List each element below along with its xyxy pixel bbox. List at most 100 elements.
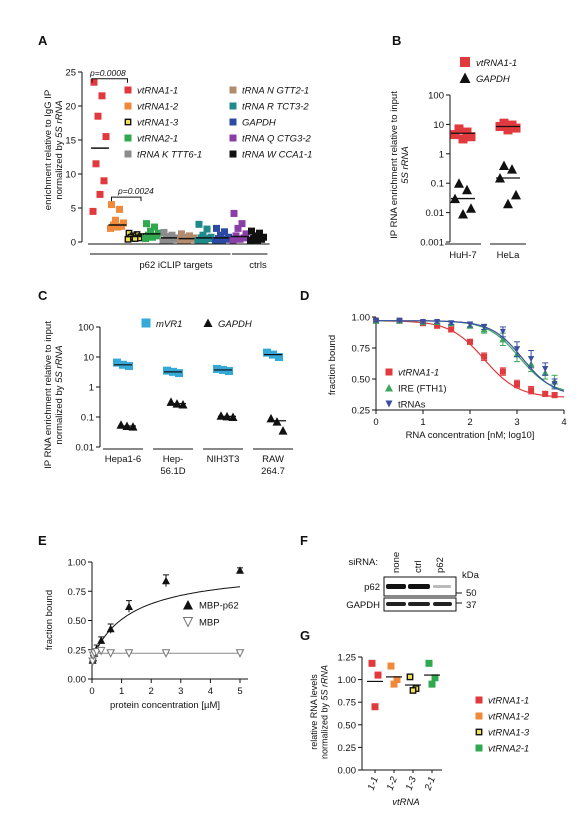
legend-marker: [124, 86, 132, 94]
data-point-vtRNA1-2: [112, 216, 119, 224]
y-axis-label: relative RNA levelsnormalized by 5S rRNA: [309, 665, 329, 759]
data-point-MBP-p62: [162, 576, 170, 585]
x-tick-label: Hepa1-6: [105, 454, 141, 465]
legend-marker: [203, 318, 213, 327]
y-label-prefix: normalized by: [54, 138, 65, 200]
y-tick-label: 0.1: [431, 179, 444, 190]
data-point-GAPDH: [272, 417, 282, 426]
kda-marker: 50: [466, 588, 477, 599]
data-point-vtRNA1-1: [371, 703, 379, 711]
legend-marker: [475, 712, 483, 720]
data-point-tRNA Q CTG3-2: [229, 237, 237, 245]
data-point-tRNAs: [551, 380, 558, 387]
x-axis-label: protein concentration [µM]: [110, 700, 220, 711]
data-point-tRNAs: [434, 318, 441, 325]
y-tick-label: 20: [65, 102, 76, 113]
x-tick-label: 0: [373, 417, 378, 428]
data-point-MBP: [235, 649, 245, 658]
data-point-vtRNA1-1: [528, 387, 535, 394]
x-axis-label: vtRNA: [392, 797, 419, 808]
x-tick-label: 5: [237, 686, 242, 697]
legend-label: vtRNA1-1: [476, 58, 517, 69]
lane-label: ctrl: [413, 560, 424, 573]
data-point-mVR1: [163, 366, 171, 375]
data-point-tRNA W CCA1-1: [258, 235, 265, 243]
y-label-prefix: normalized by: [319, 700, 329, 759]
data-point-tRNA W CCA1-1: [247, 237, 254, 245]
fit-curve-IRE (FTH1): [376, 320, 565, 391]
data-point-MBP: [161, 649, 171, 658]
legend-marker: [141, 318, 151, 328]
data-point-tRNA Q CTG3-2: [236, 235, 244, 243]
x-tick-label: 1-1: [366, 775, 381, 792]
data-point-tRNAs: [514, 346, 520, 353]
y-tick-label: 100: [428, 91, 444, 102]
x-axis-label: RNA concentration [nM; log10]: [406, 430, 535, 441]
data-point-vtRNA1-2: [116, 205, 123, 213]
data-point-vtRNA1-2: [114, 223, 121, 231]
y-axis-label: IP RNA enrichment relative to input5S rR…: [389, 91, 411, 239]
y-tick-label: 0.01: [426, 208, 445, 219]
y-tick-label: 10: [433, 120, 444, 131]
legend-label: vtRNA1-2: [137, 102, 179, 113]
data-point-vtRNA1-1: [90, 78, 98, 86]
y-tick-label: 10: [65, 170, 76, 181]
x-tick-label: 1-3: [404, 775, 419, 792]
legend-label: GAPDH: [242, 118, 276, 129]
y-tick-label: 10: [83, 353, 94, 364]
data-point-vtRNA1-1: [511, 123, 521, 133]
x-tick-label: 0: [89, 686, 94, 697]
y-tick-label: 5: [71, 204, 76, 215]
data-point-tRNAs: [499, 328, 506, 335]
legend-label: GAPDH: [218, 319, 252, 330]
legend-marker: [385, 400, 393, 408]
y-tick-label: 1: [439, 149, 444, 160]
y-label-italic: 5S rRNA: [319, 665, 329, 701]
significance-bracket: [111, 196, 142, 202]
data-point-mVR1: [125, 362, 133, 371]
legend-label: tRNA K TTT6-1: [137, 150, 202, 161]
fit-curve-MBP-p62: [91, 586, 241, 660]
y-tick-label: 25: [65, 68, 76, 79]
data-point-tRNA R TCT3-2: [194, 237, 202, 245]
x-tick-label: 264.7: [261, 466, 285, 477]
lane-label: p62: [435, 557, 446, 573]
data-point-tRNA K TTT6-1: [166, 236, 174, 244]
y-axis-label: enrichment relative to IgG IPnormalized …: [43, 90, 65, 210]
legend-marker: [124, 150, 132, 158]
legend-marker: [229, 150, 237, 158]
data-point-tRNA Q CTG3-2: [240, 234, 248, 242]
data-point-vtRNA2-1: [142, 235, 149, 243]
y-tick-label: 1.25: [338, 653, 357, 664]
data-point-GAPDH: [511, 189, 521, 200]
data-point-GAPDH: [116, 420, 126, 429]
data-point-tRNA K TTT6-1: [160, 228, 168, 236]
band: [433, 602, 452, 606]
y-tick-label: 0.25: [338, 743, 357, 754]
data-point-tRNA R TCT3-2: [203, 225, 211, 233]
legend-label: tRNA R TCT3-2: [242, 102, 309, 113]
data-point-MBP: [124, 649, 134, 658]
y-label-italic: 5S rRNA: [54, 345, 65, 382]
data-point-vtRNA2-1: [428, 680, 436, 688]
data-point-GAPDH: [212, 237, 219, 245]
y-label-line-1: relative RNA levels: [309, 674, 319, 750]
y-tick-label: 100: [78, 323, 94, 334]
y-tick-label: 0.1: [81, 413, 94, 424]
data-point-vtRNA1-1: [514, 380, 520, 387]
y-tick-label: 0.00: [68, 675, 87, 686]
legend-marker: [229, 134, 237, 142]
legend-marker: [124, 134, 132, 142]
y-tick-label: 1: [89, 383, 94, 394]
data-point-tRNAs: [373, 317, 379, 324]
data-point-vtRNA1-1: [462, 127, 472, 137]
data-point-GAPDH: [503, 198, 513, 209]
data-point-vtRNA1-1: [542, 390, 549, 397]
legend-label: tRNA W CCA1-1: [242, 150, 312, 161]
x-tick-label: HeLa: [497, 250, 520, 261]
data-point-tRNAs: [467, 321, 473, 328]
y-axis-label: fraction bound: [44, 590, 55, 650]
x-tick-label: RAW: [262, 454, 284, 465]
